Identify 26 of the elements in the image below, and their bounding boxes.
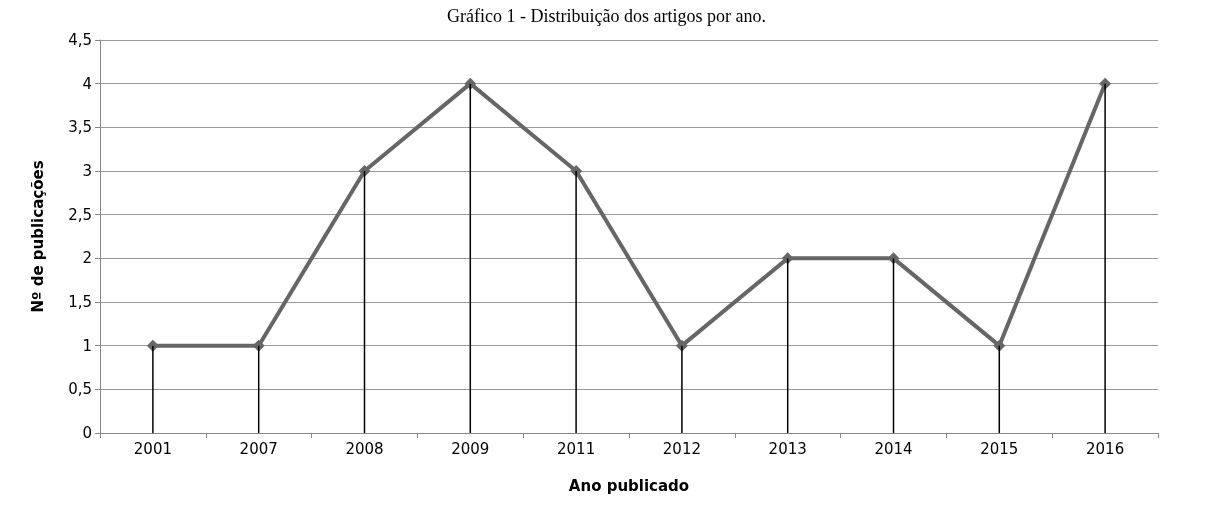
x-tick-label: 2014 xyxy=(874,439,913,458)
x-tick-label: 2008 xyxy=(345,439,384,458)
point xyxy=(993,339,1006,352)
x-tick-label: 2001 xyxy=(133,439,172,458)
y-tick-label: 3 xyxy=(82,162,92,180)
point xyxy=(358,165,371,177)
x-tick-label: 2012 xyxy=(662,439,701,458)
y-tick-label: 4,5 xyxy=(68,31,92,49)
y-tick-label: 2 xyxy=(82,249,92,268)
y-tick-label: 0,5 xyxy=(68,380,92,399)
point xyxy=(464,77,477,90)
y-tick-label: 3,5 xyxy=(68,118,92,137)
x-tick-label: 2009 xyxy=(451,439,490,458)
y-tick-label: 1 xyxy=(82,336,92,355)
y-tick-label: 1,5 xyxy=(68,293,92,311)
x-tick-label: 2015 xyxy=(980,439,1019,458)
x-tick-label: 2011 xyxy=(557,439,596,458)
y-tick-label: 0 xyxy=(82,424,92,442)
y-tick-label: 2,5 xyxy=(68,205,92,224)
y-axis-title: Nº de publicações xyxy=(28,160,47,313)
x-tick-label: 2016 xyxy=(1086,439,1125,458)
x-tick-label: 2007 xyxy=(239,439,278,458)
x-tick-label: 2013 xyxy=(768,439,807,458)
chart-title: Gráfico 1 - Distribuição dos artigos por ano. xyxy=(447,6,766,26)
x-axis-title: Ano publicado xyxy=(568,476,690,495)
y-tick-label: 4 xyxy=(82,74,92,93)
